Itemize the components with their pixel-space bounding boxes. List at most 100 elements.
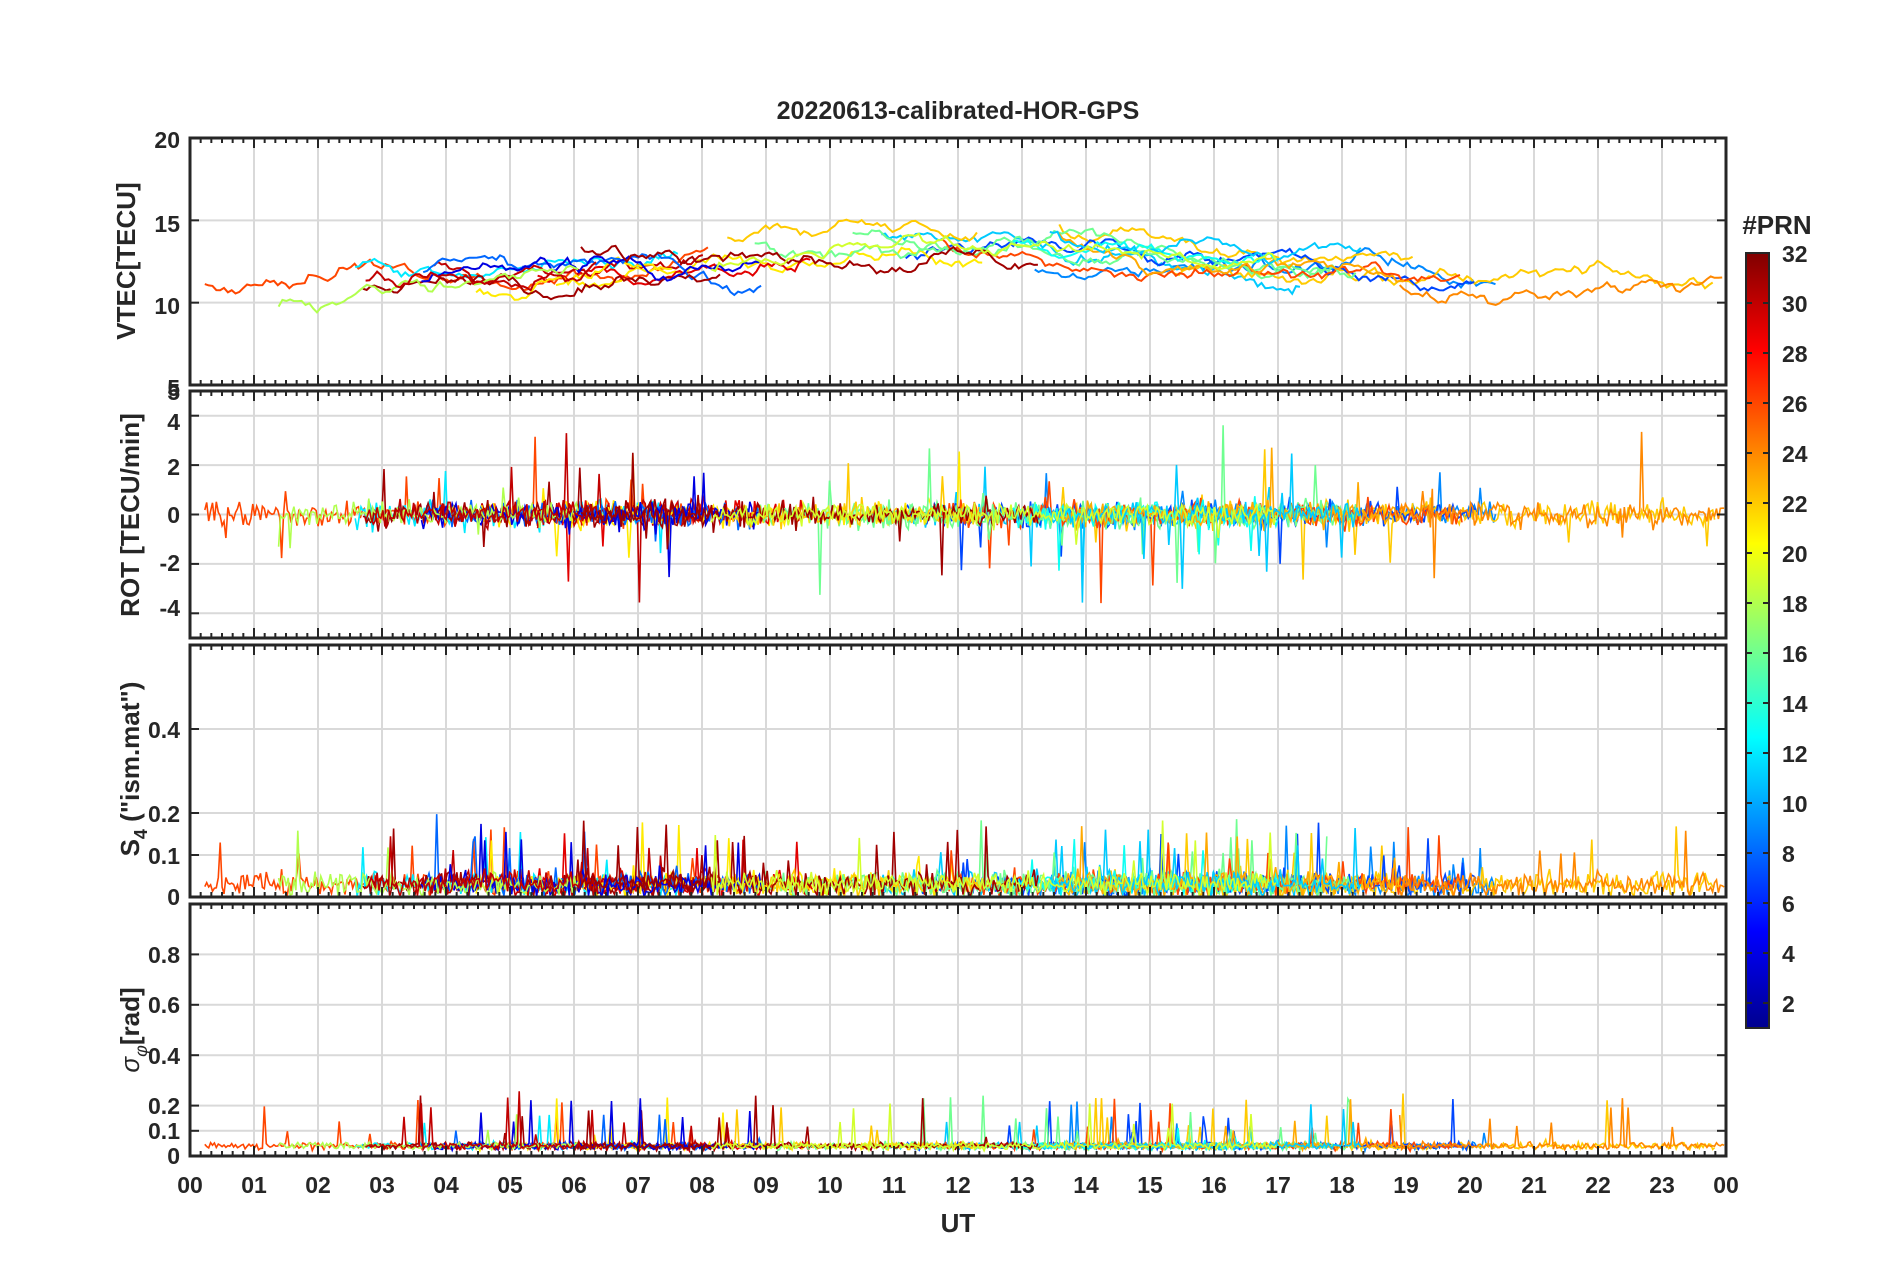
panel-sigma-phi: 0 0.1 0.2 0.4 0.6 0.8 σφ[rad] bbox=[115, 902, 1728, 1169]
sigma-phi-ytick-label-4: 0.6 bbox=[148, 992, 180, 1018]
xtick-label: 00 bbox=[1713, 1172, 1739, 1198]
xtick-label: 00 bbox=[177, 1172, 203, 1198]
s4-ylabel: S4 ("ism.mat") bbox=[115, 682, 151, 857]
sigma-phi-ylabel-main: σ bbox=[115, 1056, 145, 1073]
colorbar-gradient bbox=[1745, 252, 1770, 1029]
s4-ylabel-rest: ("ism.mat") bbox=[115, 682, 145, 829]
vtec-series-line bbox=[940, 237, 1461, 283]
rot-series-line bbox=[710, 501, 1277, 545]
x-axis-label: UT bbox=[941, 1208, 976, 1238]
panel-s4: 0 0.1 0.2 0.4 S4 ("ism.mat") bbox=[115, 643, 1728, 910]
sigma-phi-series-line bbox=[1398, 1098, 1725, 1152]
vtec-ytick-label-2: 20 bbox=[154, 127, 180, 153]
sigma-phi-series-line bbox=[277, 1114, 579, 1153]
chart-title: 20220613-calibrated-HOR-GPS bbox=[777, 97, 1140, 125]
colorbar-tick-label: 6 bbox=[1782, 891, 1795, 917]
s4-ytick-label-2: 0.2 bbox=[148, 801, 180, 827]
colorbar-label: #PRN bbox=[1742, 210, 1811, 240]
xtick-label: 12 bbox=[945, 1172, 971, 1198]
rot-series-line bbox=[1398, 431, 1725, 579]
sigma-phi-series bbox=[204, 1091, 1725, 1154]
xtick-label: 13 bbox=[1009, 1172, 1035, 1198]
sigma-phi-ytick-label-3: 0.4 bbox=[148, 1043, 180, 1069]
vtec-ytick-label-1: 15 bbox=[154, 211, 180, 237]
vtec-series-line bbox=[1049, 230, 1362, 265]
colorbar-tick-label: 12 bbox=[1782, 741, 1808, 767]
sigma-phi-ytick-label-5: 0.8 bbox=[148, 942, 180, 968]
colorbar-tick-label: 20 bbox=[1782, 541, 1808, 567]
rot-ylabel: ROT [TECU/min] bbox=[115, 413, 145, 617]
xtick-label: 19 bbox=[1393, 1172, 1419, 1198]
xtick-label: 23 bbox=[1649, 1172, 1675, 1198]
xtick-label: 06 bbox=[561, 1172, 587, 1198]
s4-ytick-label-3: 0.4 bbox=[148, 717, 180, 743]
sigma-phi-ytick-label-0: 0 bbox=[167, 1143, 180, 1169]
colorbar-tick-label: 4 bbox=[1782, 941, 1795, 967]
xtick-label: 17 bbox=[1265, 1172, 1291, 1198]
xtick-label: 02 bbox=[305, 1172, 331, 1198]
colorbar-tick-label: 8 bbox=[1782, 841, 1795, 867]
vtec-axes-box bbox=[188, 136, 1728, 387]
colorbar-tick-label: 30 bbox=[1782, 291, 1808, 317]
xtick-label: 08 bbox=[689, 1172, 715, 1198]
s4-series-line bbox=[710, 820, 1277, 897]
sigma-phi-ylabel-rest: [rad] bbox=[115, 987, 145, 1045]
vtec-ytick-label-0: 10 bbox=[154, 293, 180, 319]
sigma-phi-axes-box bbox=[188, 902, 1728, 1158]
xtick-label: 10 bbox=[817, 1172, 843, 1198]
colorbar-tick-label: 28 bbox=[1782, 341, 1808, 367]
sigma-phi-ylabel-sub: φ bbox=[131, 1045, 151, 1057]
vtec-series-line bbox=[433, 254, 704, 285]
rot-ytick-label-4: 4 bbox=[167, 409, 180, 435]
rot-ytick-label-top: 5 bbox=[167, 379, 180, 405]
vtec-series-line bbox=[580, 244, 1038, 275]
rot-series bbox=[204, 425, 1725, 604]
xtick-label: 05 bbox=[497, 1172, 523, 1198]
vtec-series-line bbox=[905, 236, 1475, 292]
vtec-ylabel: VTEC[TECU] bbox=[111, 182, 141, 339]
sigma-phi-series-line bbox=[710, 1103, 1277, 1153]
xtick-label: 15 bbox=[1137, 1172, 1163, 1198]
rot-ytick-label-1: -2 bbox=[160, 550, 180, 576]
xtick-label: 03 bbox=[369, 1172, 395, 1198]
s4-ylabel-main: S bbox=[115, 839, 145, 856]
vtec-series-line bbox=[555, 246, 983, 288]
s4-series-line bbox=[754, 832, 1328, 897]
s4-series-line bbox=[365, 836, 599, 897]
vtec-series-line bbox=[1058, 223, 1414, 265]
xtick-label: 21 bbox=[1521, 1172, 1547, 1198]
s4-ytick-label-1: 0.1 bbox=[148, 843, 180, 869]
colorbar-tick-label: 14 bbox=[1782, 691, 1808, 717]
sigma-phi-grid bbox=[190, 904, 1726, 1156]
sigma-phi-ytick-label-1: 0.1 bbox=[148, 1118, 180, 1144]
vtec-series-line bbox=[852, 229, 1357, 279]
s4-ylabel-sub: 4 bbox=[131, 829, 151, 839]
xtick-label: 16 bbox=[1201, 1172, 1227, 1198]
colorbar-tick-label: 22 bbox=[1782, 491, 1808, 517]
vtec-series-line bbox=[1057, 232, 1405, 283]
colorbar-tick-label: 10 bbox=[1782, 791, 1808, 817]
xtick-label: 07 bbox=[625, 1172, 651, 1198]
sigma-phi-series-line bbox=[1049, 1104, 1362, 1153]
xtick-label: 22 bbox=[1585, 1172, 1611, 1198]
vtec-series-line bbox=[727, 218, 978, 243]
rot-ytick-label-0: -4 bbox=[160, 595, 181, 621]
vtec-series-line bbox=[475, 256, 672, 301]
vtec-series-line bbox=[1398, 275, 1723, 306]
vtec-series bbox=[204, 218, 1723, 314]
colorbar-tick-label: 26 bbox=[1782, 391, 1808, 417]
x-tick-labels: 00 01 02 03 04 05 06 07 08 09 10 11 12 1… bbox=[177, 1172, 1739, 1198]
rot-series-line bbox=[1057, 447, 1405, 531]
s4-ticks bbox=[189, 645, 1727, 898]
s4-series-line bbox=[277, 830, 579, 897]
colorbar-tick-label: 24 bbox=[1782, 441, 1808, 467]
panel-rot: -4 -2 0 2 4 5 ROT [TECU/min] bbox=[115, 379, 1728, 640]
xtick-label: 09 bbox=[753, 1172, 779, 1198]
xtick-label: 18 bbox=[1329, 1172, 1355, 1198]
vtec-series-line bbox=[365, 261, 597, 292]
panel-vtec: 10 15 20 5 VTEC[TECU] bbox=[111, 127, 1728, 401]
vtec-series-line bbox=[277, 264, 579, 314]
rot-series-line bbox=[364, 466, 599, 528]
colorbar-ticks bbox=[1746, 252, 1769, 1004]
s4-ytick-label-0: 0 bbox=[167, 884, 180, 910]
